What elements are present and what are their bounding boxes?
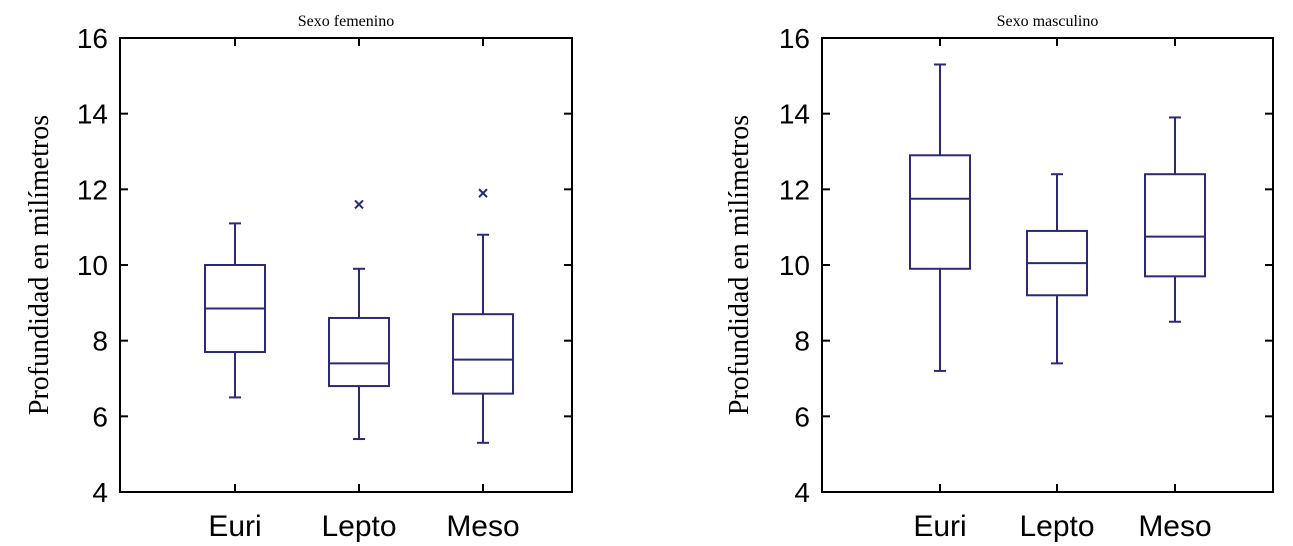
iqr-box bbox=[909, 154, 971, 270]
x-category-label: Lepto bbox=[321, 510, 396, 543]
y-tick-label: 8 bbox=[92, 326, 108, 357]
y-tick-label: 12 bbox=[77, 174, 108, 205]
iqr-box bbox=[1144, 173, 1206, 278]
chart-panel-2: Sexo masculino Profundidad en milímetros 4… bbox=[724, 13, 1274, 543]
y-tick-label: 6 bbox=[92, 401, 108, 432]
y-tick-label: 6 bbox=[794, 401, 810, 432]
outlier-stroke bbox=[478, 188, 488, 198]
y-tick-label: 4 bbox=[794, 477, 810, 508]
iqr-box bbox=[452, 313, 514, 395]
y-tick-label: 14 bbox=[77, 99, 108, 130]
outlier-stroke bbox=[354, 199, 364, 210]
outlier-marker bbox=[354, 199, 364, 210]
chart-title: Sexo femenino bbox=[298, 13, 394, 30]
plot-frame bbox=[119, 37, 573, 493]
chart-title: Sexo masculino bbox=[997, 13, 1099, 30]
y-axis-label: Profundidad en milímetros bbox=[724, 115, 755, 415]
x-category-label: Euri bbox=[913, 510, 966, 543]
y-tick-label: 8 bbox=[794, 326, 810, 357]
box-lepto bbox=[1026, 173, 1088, 365]
y-tick-label: 16 bbox=[77, 23, 108, 54]
x-category-label: Euri bbox=[208, 510, 261, 543]
x-category-label: Meso bbox=[1138, 510, 1211, 543]
y-tick-label: 10 bbox=[779, 250, 810, 281]
iqr-box bbox=[328, 316, 390, 388]
box-meso bbox=[1144, 116, 1206, 323]
box-euri bbox=[204, 222, 266, 399]
box-euri bbox=[909, 63, 971, 372]
y-axis-label: Profundidad en milímetros bbox=[24, 115, 55, 415]
box-lepto bbox=[328, 199, 390, 441]
outlier-marker bbox=[478, 188, 488, 198]
y-tick-label: 4 bbox=[92, 477, 108, 508]
x-category-label: Meso bbox=[446, 510, 519, 543]
y-tick-label: 14 bbox=[779, 99, 810, 130]
y-tick-label: 16 bbox=[779, 23, 810, 54]
y-tick-label: 12 bbox=[779, 174, 810, 205]
x-category-label: Lepto bbox=[1019, 510, 1094, 543]
box-meso bbox=[452, 188, 514, 444]
chart-panel-1: Sexo femenino Profundidad en milímetros 4 6… bbox=[24, 13, 573, 543]
y-tick-label: 10 bbox=[77, 250, 108, 281]
